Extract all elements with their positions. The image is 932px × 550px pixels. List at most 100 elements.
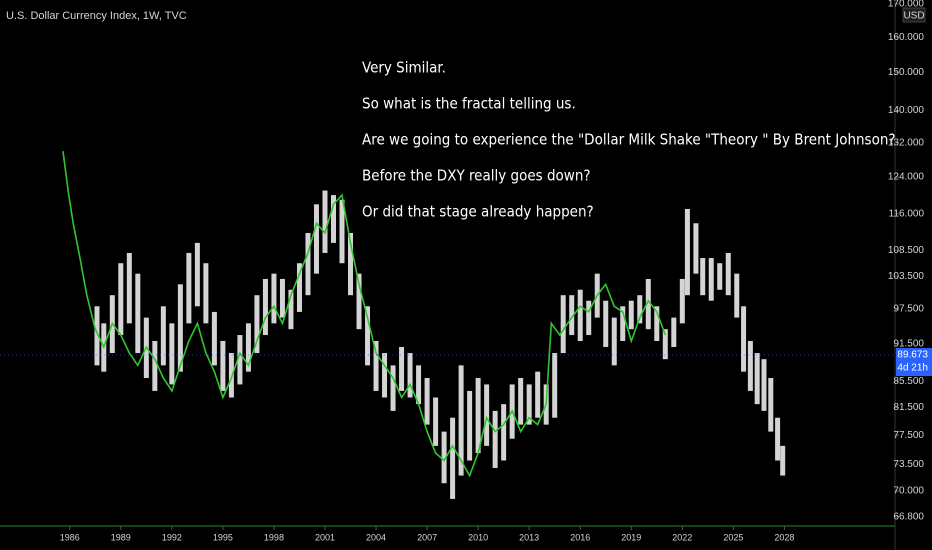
x-tick-label: 1986	[60, 532, 80, 542]
y-tick-label: 73.500	[893, 459, 924, 470]
candle	[424, 378, 430, 425]
x-tick-label: 2028	[774, 532, 794, 542]
candle	[237, 335, 243, 385]
candle	[416, 365, 422, 405]
annotation: So what is the fractal telling us.	[362, 95, 576, 113]
candle	[467, 390, 473, 461]
x-tick-label: 2019	[621, 532, 641, 542]
x-tick-label: 1995	[213, 532, 233, 542]
candle	[560, 295, 566, 354]
candle	[684, 208, 690, 296]
candle	[373, 340, 379, 391]
candle	[390, 365, 396, 411]
candle	[671, 317, 677, 347]
candle	[152, 340, 158, 391]
candle	[637, 295, 643, 324]
annotation: Very Similar.	[362, 59, 446, 77]
candle	[747, 340, 753, 391]
candle	[254, 295, 260, 354]
x-tick-label: 2004	[366, 532, 386, 542]
candle	[356, 273, 362, 330]
y-tick-label: 97.500	[893, 304, 924, 315]
candle	[662, 329, 668, 360]
candle	[279, 278, 285, 318]
candle	[628, 300, 634, 330]
x-tick-label: 2010	[468, 532, 488, 542]
y-tick-label: 160.000	[888, 32, 925, 43]
candle	[761, 359, 767, 411]
candle	[754, 353, 760, 405]
candle	[220, 340, 226, 391]
candle	[611, 317, 617, 366]
candle	[313, 204, 319, 274]
y-tick-label: 150.000	[888, 67, 925, 78]
y-tick-label: 124.000	[888, 172, 925, 183]
candle	[526, 384, 532, 425]
candle	[475, 378, 481, 454]
candle	[725, 252, 731, 296]
y-tick-label: 81.500	[893, 402, 924, 413]
candle	[194, 242, 200, 307]
candle	[734, 273, 740, 318]
currency: USD	[903, 11, 924, 22]
y-tick-label: 91.500	[893, 339, 924, 350]
candle	[577, 289, 583, 341]
candle	[492, 410, 498, 468]
candle	[203, 263, 209, 324]
y-tick-label: 116.000	[889, 208, 925, 219]
candle	[586, 300, 592, 336]
candle	[518, 378, 524, 425]
candle	[382, 353, 388, 398]
x-tick-label: 1992	[162, 532, 182, 542]
annotation: Or did that stage already happen?	[362, 203, 594, 221]
annotation: Are we going to experience the "Dollar M…	[362, 131, 896, 149]
candle	[271, 273, 277, 324]
x-tick-label: 2016	[570, 532, 590, 542]
candle	[126, 252, 132, 324]
last-price-box	[896, 348, 932, 377]
candle	[177, 284, 183, 372]
candle	[245, 323, 251, 372]
candle	[700, 258, 706, 296]
fractal-line	[62, 150, 667, 478]
candle	[118, 263, 124, 336]
x-tick-label: 2007	[417, 532, 437, 542]
currency-box	[902, 7, 926, 23]
candle	[160, 306, 166, 366]
candle	[552, 353, 558, 418]
candle	[450, 417, 456, 499]
candle	[501, 404, 507, 461]
x-tick-label: 2025	[723, 532, 743, 542]
countdown: 4d 21h	[897, 363, 928, 374]
x-tick-label: 2013	[519, 532, 539, 542]
y-tick-label: 103.500	[888, 271, 925, 282]
candle	[484, 384, 490, 446]
candle	[135, 273, 141, 354]
candle	[305, 232, 311, 296]
candle	[780, 445, 786, 476]
chart-title: U.S. Dollar Currency Index, 1W, TVC	[6, 10, 187, 22]
candle	[654, 306, 660, 341]
candle	[169, 323, 175, 385]
last-price-label: 89.673	[897, 350, 928, 361]
candle	[296, 263, 302, 312]
y-tick-label: 77.500	[893, 430, 924, 441]
x-tick-label: 1989	[111, 532, 131, 542]
y-tick-label: 132.000	[888, 137, 925, 148]
candle	[262, 278, 268, 336]
candle	[768, 378, 774, 432]
candle	[535, 371, 541, 418]
candle	[708, 258, 714, 301]
candle	[458, 365, 464, 476]
candle	[645, 278, 651, 330]
y-tick-label: 85.500	[893, 376, 924, 387]
candle	[679, 278, 685, 324]
x-tick-label: 2001	[315, 532, 335, 542]
candle	[348, 232, 354, 296]
candle	[741, 306, 747, 372]
candle	[94, 306, 100, 366]
candle	[365, 306, 371, 366]
candle	[775, 417, 781, 461]
